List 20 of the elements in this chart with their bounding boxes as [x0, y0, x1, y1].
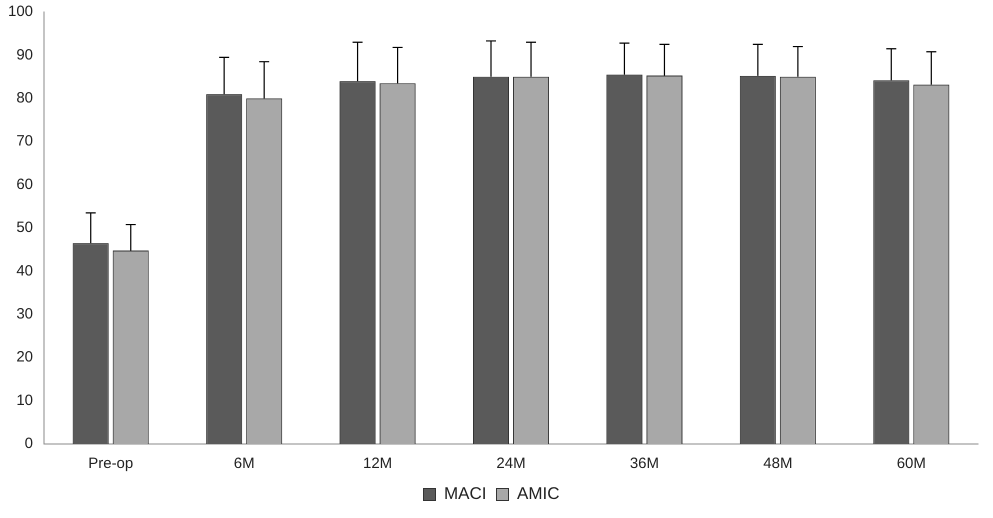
x-tick-label: 24M [496, 455, 526, 472]
y-tick-label: 20 [16, 348, 34, 366]
y-tick-label: 90 [16, 46, 34, 64]
y-tick-label: 60 [16, 176, 34, 193]
x-tick-label: 48M [763, 455, 792, 472]
y-tick-label: 100 [8, 3, 34, 20]
y-tick-label: 0 [24, 435, 34, 452]
y-tick-label: 50 [16, 219, 34, 236]
x-tick-label: 6M [234, 455, 255, 472]
legend-label: MACI [444, 484, 486, 504]
y-tick-label: 70 [16, 132, 34, 150]
y-tick-label: 30 [16, 306, 34, 323]
y-tick-label: 80 [16, 90, 34, 107]
legend-label: AMIC [517, 484, 560, 504]
x-tick-label: 60M [896, 455, 926, 472]
x-tick-label: Pre-op [88, 455, 134, 472]
y-tick-label: 40 [16, 262, 34, 280]
y-tick-label: 10 [16, 392, 34, 409]
x-tick-label: 12M [362, 455, 392, 472]
x-tick-label: 36M [630, 455, 660, 472]
